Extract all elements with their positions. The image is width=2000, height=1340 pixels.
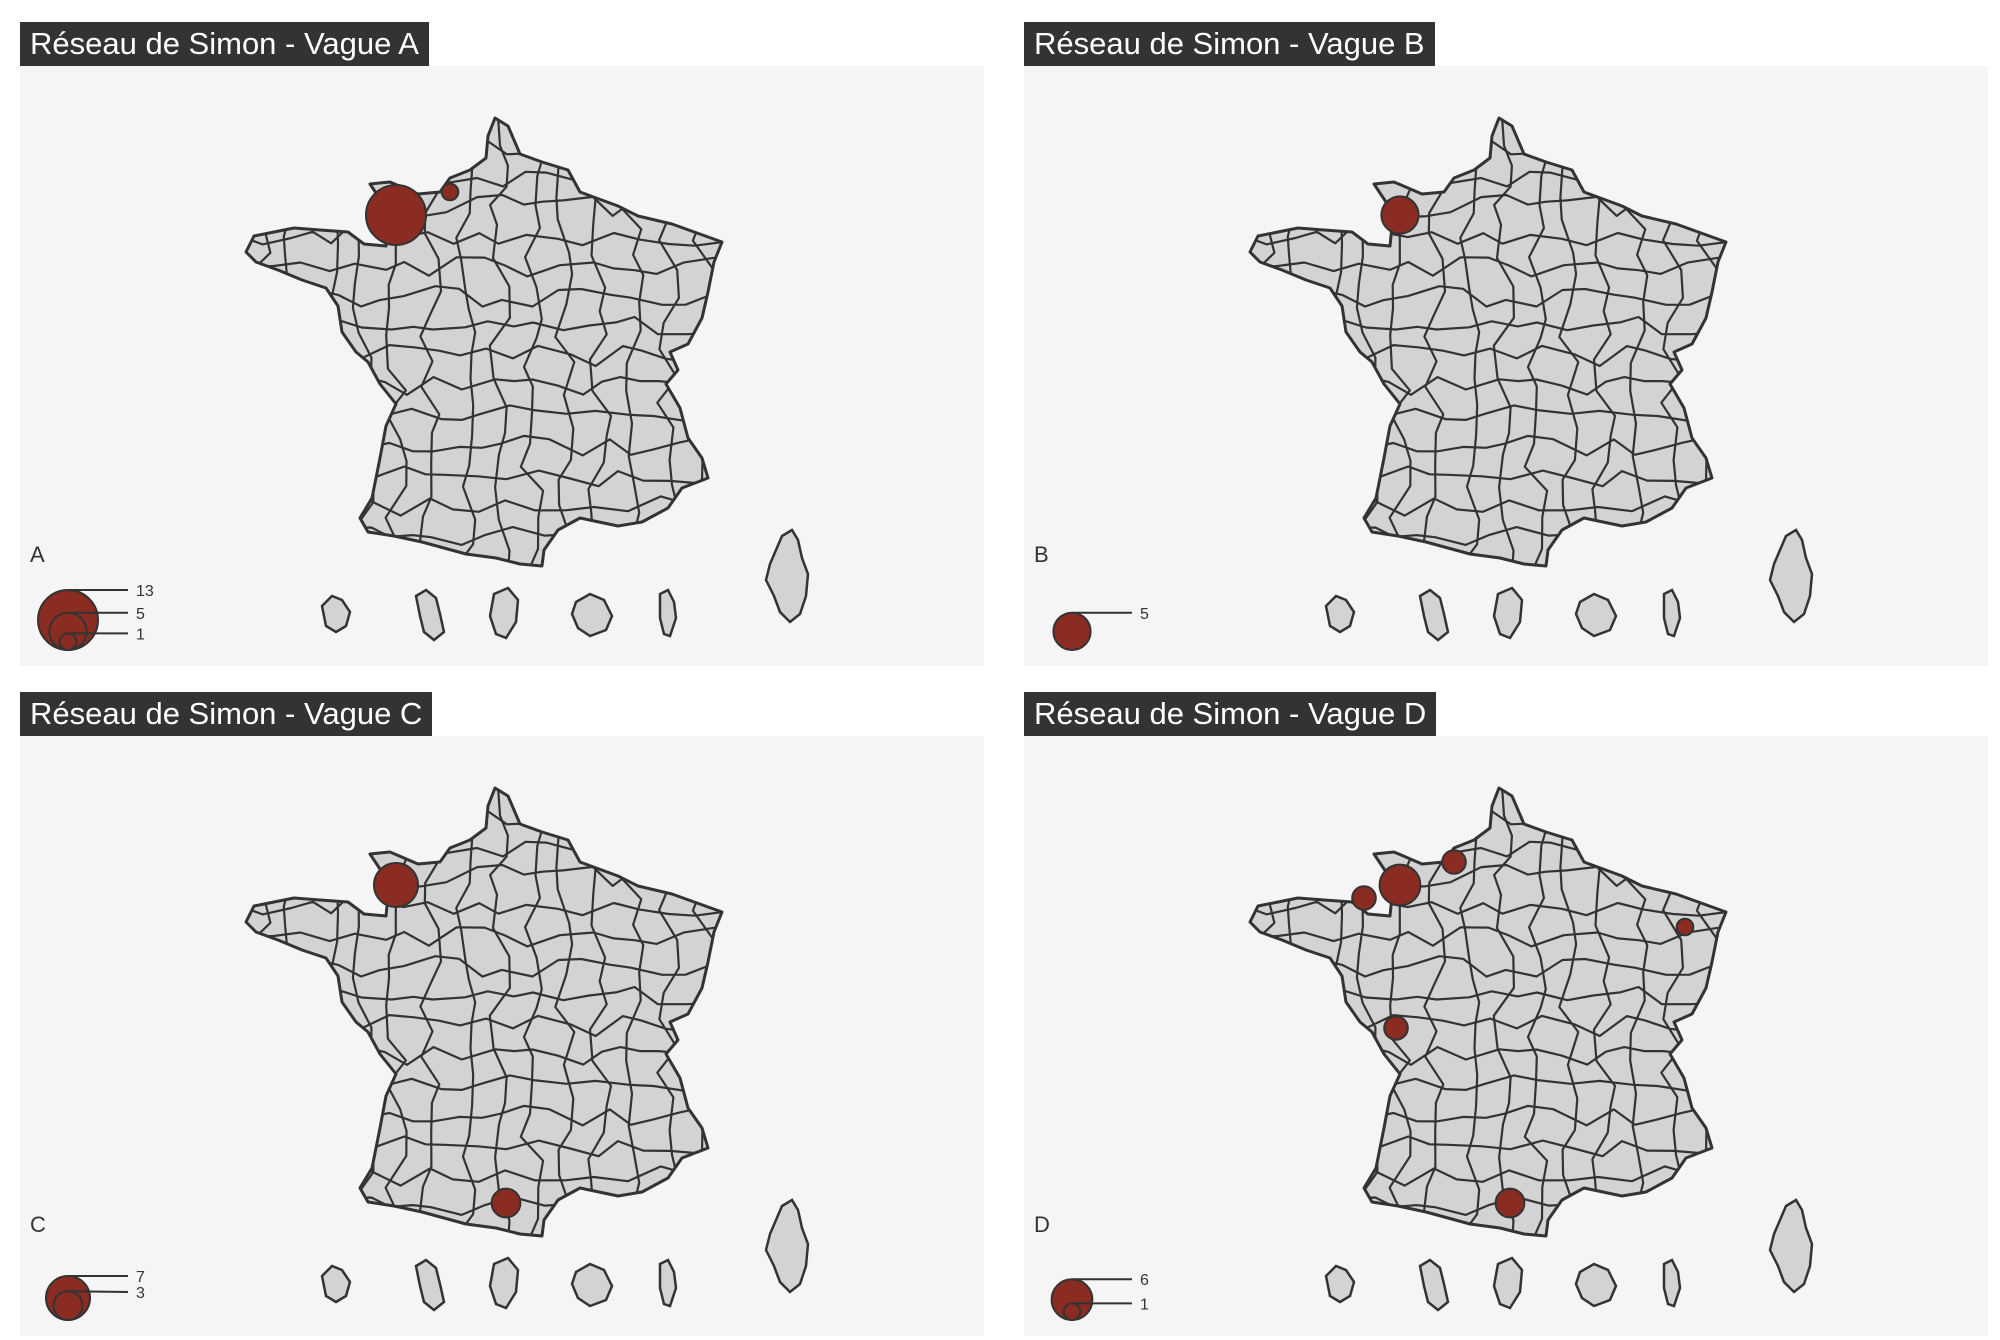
- legend-value: 5: [1140, 606, 1149, 623]
- corsica: [1768, 1198, 1814, 1294]
- corsica: [764, 1198, 810, 1294]
- overseas-territory: [1324, 594, 1356, 634]
- legend-circles: 13 5 1: [37, 583, 154, 651]
- overseas-territory: [1662, 1258, 1682, 1308]
- overseas-territory: [320, 1264, 352, 1304]
- legend-circles: 73: [45, 1269, 145, 1321]
- proportional-symbol: [1441, 849, 1467, 875]
- france-map: [1248, 116, 1814, 642]
- france-map: [1248, 786, 1814, 1312]
- overseas-territory: [658, 588, 678, 638]
- legend-value: 3: [136, 1285, 145, 1302]
- proportional-symbol: [440, 182, 460, 202]
- overseas-territory: [414, 1258, 446, 1312]
- overseas-territory: [488, 1256, 520, 1310]
- proportional-symbol: [1351, 885, 1377, 911]
- map-area: 13 5 1 A: [20, 66, 984, 666]
- map-area: 5 B: [1024, 66, 1988, 666]
- overseas-territory: [320, 594, 352, 634]
- map-panel-b: Réseau de Simon - Vague B 5 B: [1024, 22, 1988, 666]
- legend-leader-line: [67, 1290, 129, 1293]
- legend-value: 5: [136, 606, 145, 623]
- mainland-france: [1248, 786, 1728, 1238]
- legend-circles: 5: [1052, 606, 1149, 651]
- panel-title: Réseau de Simon - Vague B: [1024, 22, 1435, 66]
- proportional-symbol: [1494, 1187, 1526, 1219]
- legend-circle: [37, 589, 99, 651]
- mainland-france: [1248, 116, 1728, 568]
- legend-circle: [1052, 611, 1092, 651]
- legend-value: 1: [136, 626, 145, 643]
- overseas-territory: [1492, 586, 1524, 640]
- overseas-territory: [1418, 588, 1450, 642]
- corsica: [764, 528, 810, 624]
- overseas-territory: [1418, 1258, 1450, 1312]
- panel-title: Réseau de Simon - Vague A: [20, 22, 429, 66]
- proportional-symbol: [1378, 863, 1422, 907]
- overseas-territory: [1662, 588, 1682, 638]
- france-map: [244, 786, 810, 1312]
- legend-title: C: [30, 1212, 46, 1237]
- legend-title: A: [30, 542, 45, 567]
- proportional-symbol: [1380, 195, 1420, 235]
- proportional-symbol: [1675, 917, 1695, 937]
- mainland-france: [244, 786, 724, 1238]
- mainland-france: [244, 116, 724, 568]
- legend-circle: [52, 1290, 84, 1321]
- legend-title: B: [1034, 542, 1049, 567]
- legend-value: 13: [136, 583, 154, 600]
- map-panel-a: Réseau de Simon - Vague A 13 5 1 A: [20, 22, 984, 666]
- overseas-territory: [1574, 1262, 1618, 1308]
- panel-title: Réseau de Simon - Vague D: [1024, 692, 1437, 736]
- overseas-territory: [488, 586, 520, 640]
- proportional-symbol: [365, 184, 427, 246]
- overseas-territory: [1574, 592, 1618, 638]
- legend-circles: 61: [1050, 1272, 1149, 1322]
- overseas-territory: [658, 1258, 678, 1308]
- legend-value: 6: [1140, 1272, 1149, 1289]
- overseas-territory: [570, 1262, 614, 1308]
- overseas-territory: [414, 588, 446, 642]
- france-map: [244, 116, 810, 642]
- legend-circle: [45, 1274, 91, 1321]
- legend-value: 1: [1140, 1296, 1149, 1313]
- legend-circle: [1050, 1278, 1094, 1322]
- overseas-territory: [1492, 1256, 1524, 1310]
- proportional-symbol: [373, 862, 419, 908]
- legend-title: D: [1034, 1212, 1050, 1237]
- size-legend: 13 5 1 A: [28, 542, 188, 652]
- proportional-symbol: [1383, 1015, 1409, 1041]
- size-legend: 5 B: [1032, 542, 1192, 652]
- panel-title: Réseau de Simon - Vague C: [20, 692, 433, 736]
- legend-value: 7: [136, 1269, 145, 1286]
- corsica: [1768, 528, 1814, 624]
- overseas-territory: [570, 592, 614, 638]
- overseas-territory: [1324, 1264, 1356, 1304]
- proportional-symbol: [490, 1187, 522, 1219]
